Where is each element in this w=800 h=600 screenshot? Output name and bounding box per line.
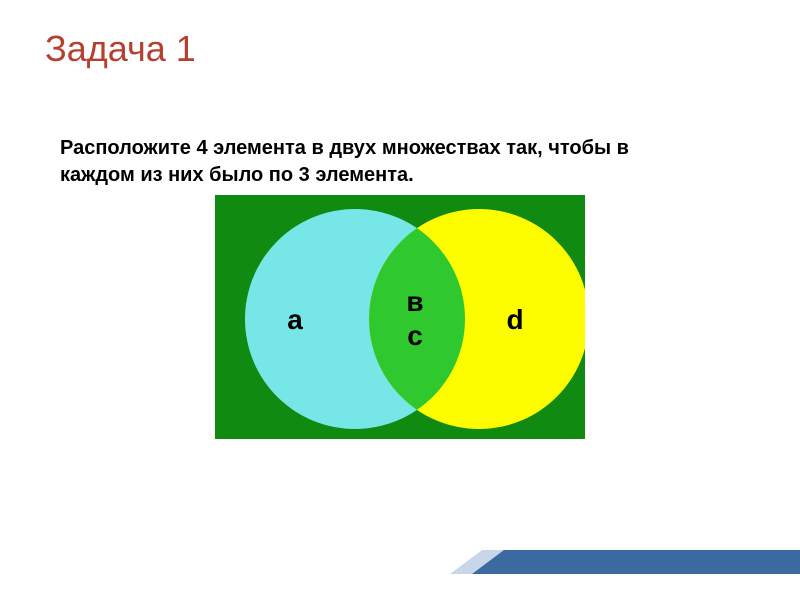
venn-label-d: d <box>506 304 523 335</box>
problem-text: Расположите 4 элемента в двух множествах… <box>60 135 760 189</box>
venn-label-a: a <box>287 304 303 335</box>
venn-svg: a d вс <box>215 195 585 439</box>
slide: Задача 1 Расположите 4 элемента в двух м… <box>0 0 800 600</box>
venn-label-intersection-1: с <box>407 320 423 351</box>
accent-dark <box>472 550 800 574</box>
venn-diagram: a d вс <box>215 195 585 444</box>
page-title: Задача 1 <box>45 28 196 70</box>
accent-stripe <box>450 550 800 574</box>
venn-label-intersection-0: в <box>406 286 423 317</box>
problem-line-1: Расположите 4 элемента в двух множествах… <box>60 135 760 162</box>
problem-line-2: каждом из них было по 3 элемента. <box>60 162 760 189</box>
